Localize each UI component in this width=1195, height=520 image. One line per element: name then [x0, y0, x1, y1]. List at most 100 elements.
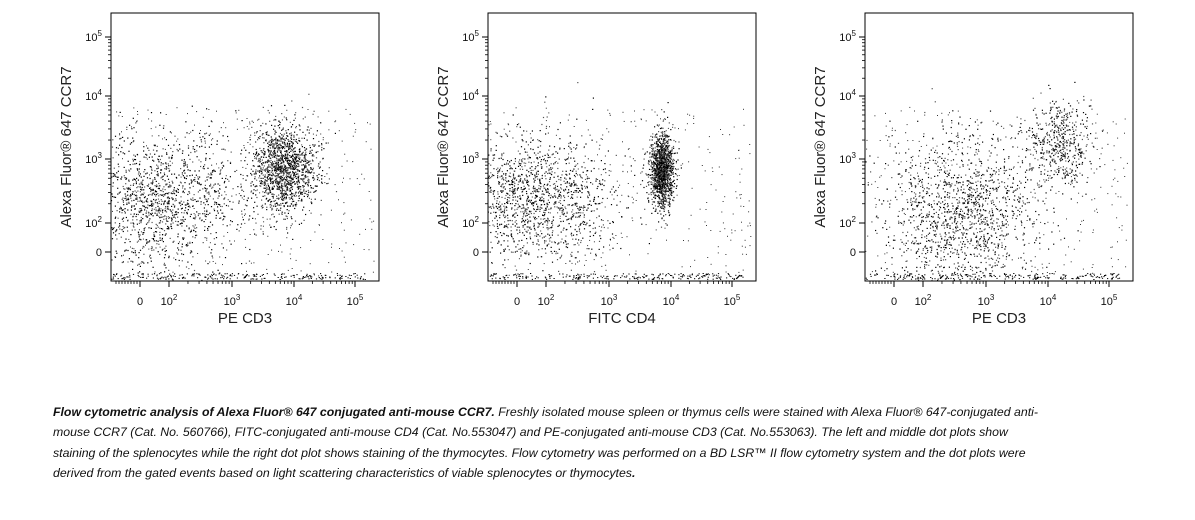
event-dot	[131, 126, 132, 128]
event-dot	[595, 203, 597, 205]
event-dot	[130, 184, 132, 186]
event-dot	[181, 246, 183, 248]
event-dot	[268, 160, 270, 162]
event-dot	[212, 257, 214, 259]
event-dot	[296, 163, 299, 165]
event-dot	[267, 184, 269, 187]
event-dot	[146, 210, 148, 212]
event-dot	[291, 218, 293, 220]
event-dot	[230, 243, 232, 245]
event-dot	[565, 159, 567, 161]
event-dot	[181, 277, 184, 279]
event-dot	[147, 194, 150, 196]
event-dot	[566, 212, 568, 214]
event-dot	[294, 203, 296, 206]
event-dot	[252, 274, 254, 276]
event-dot	[526, 182, 528, 184]
event-dot	[273, 169, 275, 171]
event-dot	[267, 183, 269, 185]
event-dot	[261, 159, 263, 161]
event-dot	[561, 210, 563, 212]
event-dot	[225, 186, 227, 188]
event-dot	[282, 141, 284, 143]
event-dot	[590, 160, 592, 162]
event-dot	[165, 278, 167, 280]
event-dot	[219, 204, 221, 206]
event-dot	[105, 138, 106, 139]
event-dot	[481, 170, 482, 171]
event-dot	[488, 154, 490, 156]
event-dot	[188, 133, 190, 135]
event-dot	[100, 234, 101, 235]
event-dot	[139, 185, 141, 187]
event-dot	[243, 145, 245, 146]
event-dot	[268, 187, 270, 189]
event-dot	[283, 116, 285, 118]
event-dot	[281, 146, 283, 148]
event-dot	[121, 209, 123, 211]
event-dot	[337, 274, 339, 276]
event-dot	[181, 225, 183, 227]
event-dot	[241, 189, 243, 191]
event-dot	[188, 228, 190, 230]
event-dot	[424, 188, 425, 189]
event-dot	[272, 195, 274, 197]
event-dot	[510, 167, 512, 169]
event-dot	[314, 190, 316, 193]
event-dot	[593, 167, 595, 170]
event-dot	[520, 146, 523, 148]
event-dot	[221, 167, 223, 169]
event-dot	[499, 217, 501, 219]
event-dot	[222, 219, 224, 221]
event-dot	[205, 216, 207, 218]
event-dot	[144, 196, 146, 198]
event-dot	[302, 186, 304, 188]
event-dot	[511, 180, 513, 182]
event-dot	[146, 241, 148, 243]
event-dot	[137, 231, 139, 233]
event-dot	[562, 210, 564, 212]
event-dot	[147, 147, 149, 149]
event-dot	[588, 225, 590, 227]
event-dot	[471, 203, 472, 204]
event-dot	[359, 233, 361, 235]
event-dot	[339, 277, 341, 279]
event-dot	[308, 93, 310, 95]
event-dot	[210, 177, 212, 179]
event-dot	[181, 172, 183, 174]
event-dot	[289, 155, 291, 157]
event-dot	[259, 180, 261, 182]
event-dot	[107, 260, 108, 261]
event-dot	[561, 174, 563, 176]
event-dot	[140, 194, 142, 196]
event-dot	[567, 204, 569, 206]
event-dot	[136, 168, 138, 170]
event-dot	[252, 160, 254, 162]
event-dot	[528, 213, 530, 215]
event-dot	[548, 220, 550, 222]
event-dot	[153, 235, 155, 238]
event-dot	[300, 247, 302, 249]
event-dot	[195, 174, 197, 176]
event-dot	[274, 125, 276, 127]
event-dot	[557, 243, 559, 245]
event-dot	[495, 145, 497, 147]
event-dot	[506, 135, 509, 137]
event-dot	[218, 192, 220, 194]
event-dot	[522, 204, 524, 206]
event-dot	[139, 163, 141, 165]
event-dot	[168, 208, 170, 210]
event-dot	[151, 203, 153, 205]
event-dot	[568, 223, 570, 225]
event-dot	[317, 165, 319, 167]
event-dot	[343, 177, 344, 179]
event-dot	[570, 255, 572, 257]
event-dot	[312, 177, 314, 179]
event-dot	[132, 216, 134, 218]
event-dot	[525, 208, 527, 210]
event-dot	[290, 148, 292, 150]
event-dot	[275, 147, 277, 149]
event-dot	[176, 148, 178, 151]
event-dot	[207, 198, 210, 200]
event-dot	[189, 169, 191, 171]
